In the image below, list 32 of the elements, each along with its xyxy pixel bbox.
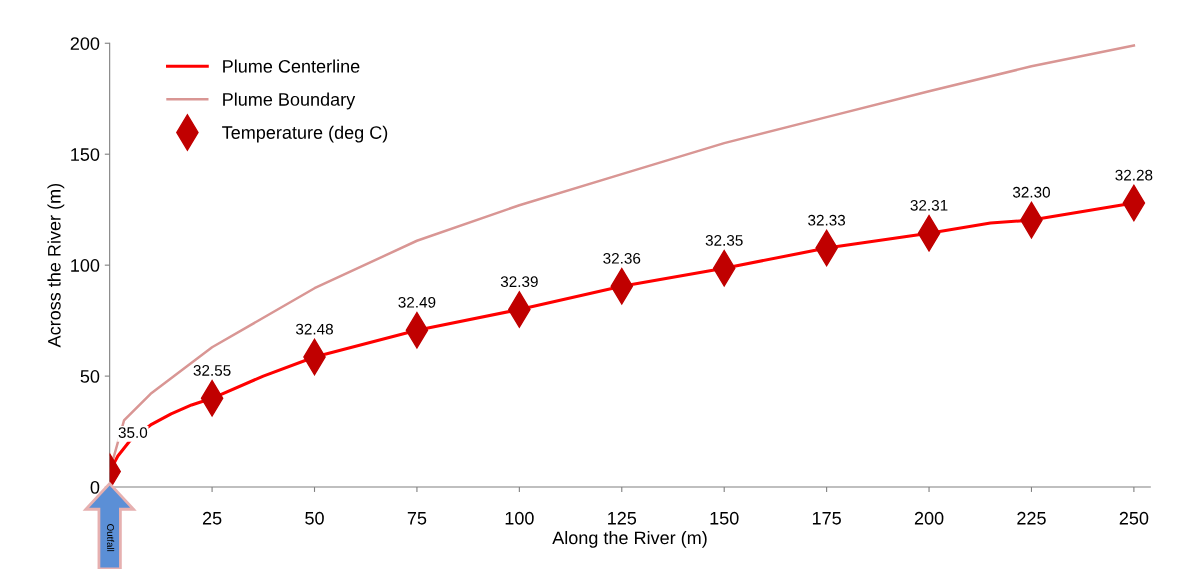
x-tick-label: 225 — [1017, 511, 1046, 525]
text: Outfall — [107, 524, 115, 552]
x-tick-label: 250 — [1119, 511, 1149, 525]
annotation: 32.55 — [193, 365, 231, 376]
x-tick-label: 50 — [305, 511, 324, 525]
y-tick-label: 200 — [70, 37, 100, 50]
x-tick-label: 175 — [812, 512, 841, 525]
x-tick-label: 200 — [914, 511, 944, 525]
x-tick-label: 125 — [608, 511, 637, 525]
annotation: 35.0 — [118, 427, 148, 438]
annotation: 32.31 — [910, 199, 948, 211]
y-tick-label: 50 — [80, 370, 100, 383]
x-tick-label: 25 — [202, 511, 222, 525]
y-tick-label: 100 — [71, 259, 100, 272]
legend-label: Temperature (deg C) — [222, 125, 388, 143]
x-axis-title: Along the River (m) — [552, 530, 707, 548]
annotation: 32.28 — [1115, 169, 1153, 181]
annotation: 32.35 — [705, 234, 743, 246]
x-tick-label: 150 — [710, 511, 739, 525]
annotation: 32.39 — [500, 276, 538, 288]
annotation: 32.48 — [295, 323, 333, 335]
x-tick-label: 75 — [407, 512, 427, 525]
legend-label: Plume Centerline — [223, 59, 360, 73]
legend-label: Plume Boundary — [223, 92, 356, 110]
annotation: 32.49 — [398, 296, 436, 308]
y-tick-label: 150 — [71, 148, 100, 161]
y-axis-title: Across the River (m) — [47, 184, 65, 348]
x-tick-label: 100 — [505, 511, 534, 525]
annotation: 32.30 — [1012, 186, 1050, 198]
y-tick-label: 0 — [90, 481, 100, 494]
annotation: 32.36 — [603, 252, 641, 264]
annotation: 32.33 — [808, 214, 846, 226]
